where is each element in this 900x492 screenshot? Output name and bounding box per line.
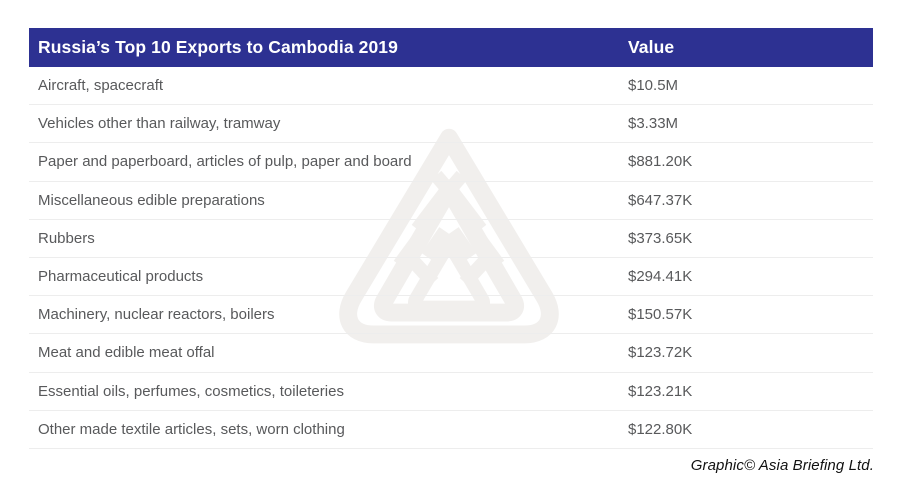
value-cell: $150.57K <box>628 306 693 324</box>
value-cell: $3.33M <box>628 115 679 133</box>
export-category-cell: Essential oils, perfumes, cosmetics, toi… <box>38 382 344 400</box>
value-cell: $122.80K <box>628 420 693 438</box>
value-cell: $647.37K <box>628 191 693 209</box>
exports-table: Russia’s Top 10 Exports to Cambodia 2019… <box>29 28 873 449</box>
value-column-header: Value <box>628 37 675 57</box>
export-category-cell: Aircraft, spacecraft <box>38 77 164 95</box>
export-category-cell: Other made textile articles, sets, worn … <box>38 420 345 438</box>
table-row: Aircraft, spacecraft $10.5M <box>29 67 873 106</box>
table-row: Machinery, nuclear reactors, boilers $15… <box>29 296 873 335</box>
export-category-cell: Paper and paperboard, articles of pulp, … <box>38 153 412 171</box>
export-category-cell: Vehicles other than railway, tramway <box>38 115 281 133</box>
value-cell: $123.72K <box>628 344 693 362</box>
table-row: Pharmaceutical products $294.41K <box>29 258 873 297</box>
value-cell: $294.41K <box>628 268 693 286</box>
value-cell: $881.20K <box>628 153 693 171</box>
asia-briefing-logo-watermark <box>339 128 559 344</box>
table-row: Rubbers $373.65K <box>29 220 873 258</box>
table-row: Meat and edible meat offal $123.72K <box>29 334 873 373</box>
table-row: Miscellaneous edible preparations $647.3… <box>29 182 873 220</box>
table-row: Essential oils, perfumes, cosmetics, toi… <box>29 373 873 411</box>
export-category-cell: Miscellaneous edible preparations <box>38 191 265 209</box>
table-body: Aircraft, spacecraft $10.5M Vehicles oth… <box>29 67 873 449</box>
value-cell: $10.5M <box>628 77 679 95</box>
export-category-cell: Machinery, nuclear reactors, boilers <box>38 306 275 324</box>
table-header-row: Russia’s Top 10 Exports to Cambodia 2019… <box>29 28 873 67</box>
credit-text: Graphic© Asia Briefing Ltd. <box>690 457 874 474</box>
export-category-cell: Meat and edible meat offal <box>38 344 215 362</box>
export-category-cell: Rubbers <box>38 229 95 247</box>
table-row: Paper and paperboard, articles of pulp, … <box>29 143 873 182</box>
value-cell: $373.65K <box>628 229 693 247</box>
value-cell: $123.21K <box>628 382 693 400</box>
table-row: Other made textile articles, sets, worn … <box>29 411 873 449</box>
table-row: Vehicles other than railway, tramway $3.… <box>29 105 873 144</box>
export-category-cell: Pharmaceutical products <box>38 268 204 286</box>
table-title: Russia’s Top 10 Exports to Cambodia 2019 <box>38 37 398 57</box>
